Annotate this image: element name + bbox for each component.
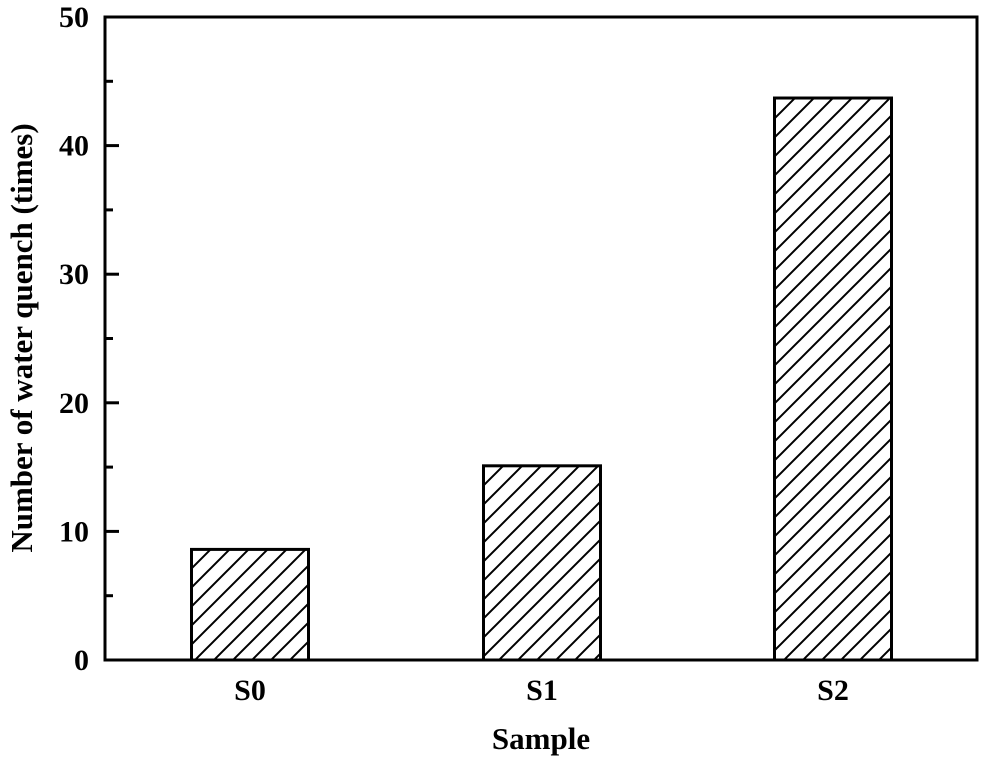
x-axis-tick-labels: S0 S1 S2: [234, 674, 849, 707]
y-tick-label: 20: [59, 387, 89, 420]
y-tick-label: 10: [59, 515, 89, 548]
x-axis-title: Sample: [492, 721, 590, 756]
bar-s2: [773, 96, 893, 662]
bar-s0: [190, 547, 310, 662]
x-tick-label: S1: [526, 674, 558, 707]
y-tick-label: 0: [74, 644, 89, 677]
bar-s1: [482, 464, 602, 662]
x-tick-label: S2: [817, 674, 849, 707]
y-tick-label: 40: [59, 130, 89, 163]
y-axis-title: Number of water quench (times): [4, 123, 39, 552]
y-tick-label: 50: [59, 1, 89, 34]
y-tick-label: 30: [59, 258, 89, 291]
y-axis-ticks: 0 10 20 30 40 50: [59, 1, 119, 677]
x-tick-label: S0: [234, 674, 266, 707]
bars-group: [190, 96, 893, 662]
